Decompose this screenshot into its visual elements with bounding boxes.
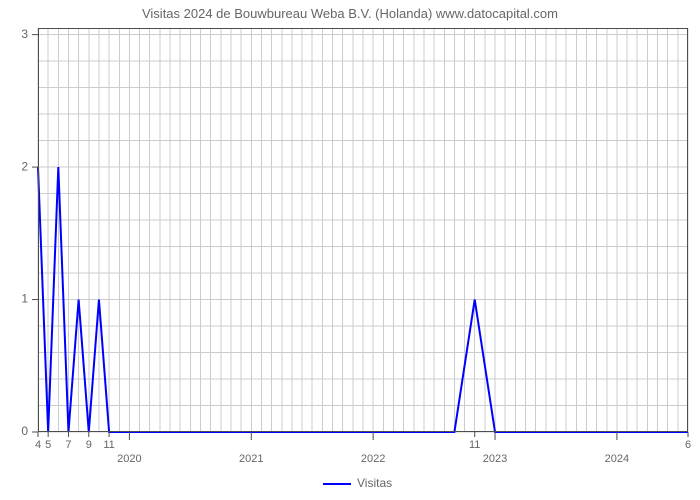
x-year-label: 2024 (605, 453, 629, 465)
x-month-label: 6 (685, 439, 691, 451)
x-year-label: 2021 (239, 453, 263, 465)
legend-label: Visitas (357, 476, 392, 490)
x-month-label: 5 (45, 439, 51, 451)
x-month-label: 7 (65, 439, 71, 451)
y-tick-label: 0 (21, 424, 28, 438)
x-year-label: 2022 (361, 453, 385, 465)
x-month-label: 11 (103, 439, 114, 451)
x-month-label: 4 (35, 439, 41, 451)
x-year-label: 2020 (117, 453, 141, 465)
y-tick-label: 1 (21, 292, 28, 306)
visitas-line-chart: 0 1 2 3 45 7 9 11 11 6 2020 2021 2022 2023 2024 Visitas (0, 0, 700, 500)
x-month-label: 11 (469, 439, 480, 451)
x-year-label: 2023 (483, 453, 507, 465)
x-month-label: 9 (86, 439, 92, 451)
y-tick-label: 3 (21, 27, 28, 41)
y-tick-label: 2 (21, 159, 28, 173)
